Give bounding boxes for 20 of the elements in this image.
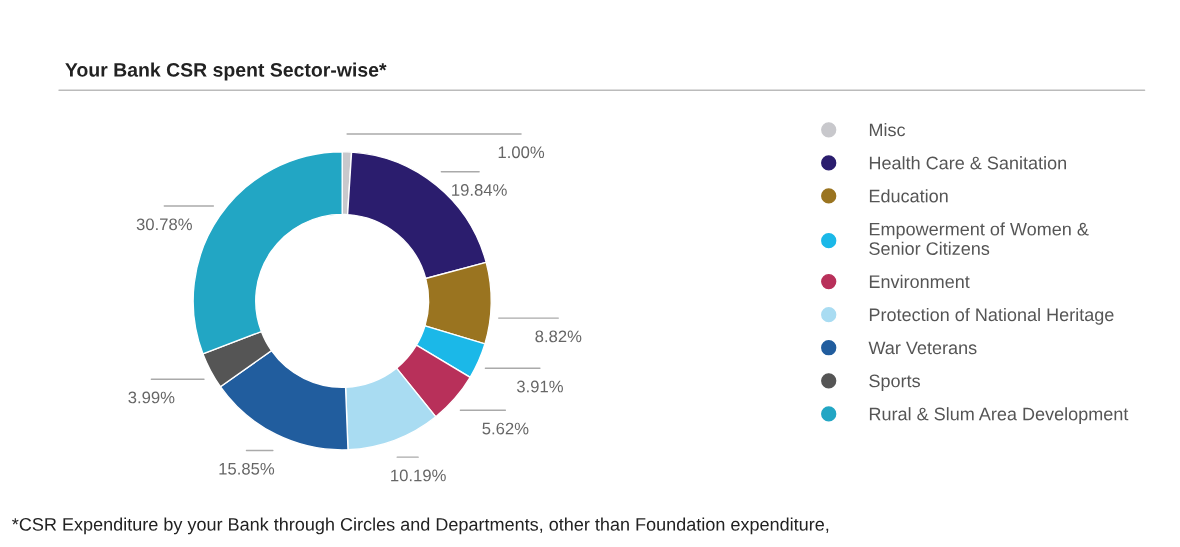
legend-label: War Veterans xyxy=(868,341,977,355)
data-label: 3.99% xyxy=(128,391,175,404)
data-label: 15.85% xyxy=(219,462,275,475)
data-label: 19.84% xyxy=(452,184,507,196)
legend-label: Empowerment of Women & Senior Citizens xyxy=(869,222,1089,255)
data-label: 30.78% xyxy=(136,218,192,231)
legend-label: Education xyxy=(869,189,948,203)
text: *CSR Expenditure by your Bank through Circles and Departments, other than Foundation expenditure, xyxy=(12,517,829,535)
data-label: 1.00% xyxy=(498,146,545,159)
data-label: 3.91% xyxy=(516,380,563,393)
data-label: 5.62% xyxy=(482,422,529,435)
legend-label: Health Care & Sanitation xyxy=(869,156,1066,170)
legend-label: Misc xyxy=(869,123,906,137)
legend-label: Protection of National Heritage xyxy=(869,307,1114,325)
chart-title: Your Bank CSR spent Sector-wise* xyxy=(65,62,387,81)
data-label: 8.82% xyxy=(535,330,582,343)
legend-label: Environment xyxy=(869,274,970,289)
legend-label: Rural & Slum Area Development xyxy=(869,407,1129,424)
legend-label: Sports xyxy=(869,374,920,391)
data-label: 10.19% xyxy=(391,469,446,482)
